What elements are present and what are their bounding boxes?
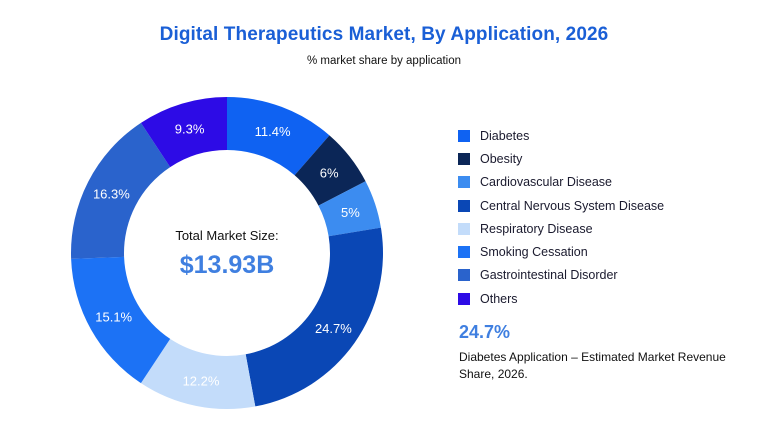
legend-swatch — [458, 199, 470, 212]
legend-item: Diabetes — [458, 124, 664, 147]
legend-item: Smoking Cessation — [458, 240, 664, 263]
legend-swatch — [458, 129, 470, 142]
slice-value-label: 5% — [341, 205, 360, 220]
donut-slice — [71, 256, 171, 384]
chart-title: Digital Therapeutics Market, By Applicat… — [159, 24, 609, 45]
legend-item: Cardiovascular Disease — [458, 171, 664, 194]
donut-slice — [140, 338, 256, 409]
donut-slice — [294, 135, 366, 206]
legend-item: Central Nervous System Disease — [458, 194, 664, 217]
donut-slice — [245, 227, 383, 407]
donut-slice — [227, 97, 330, 176]
legend-swatch — [458, 152, 470, 165]
legend-label: Central Nervous System Disease — [480, 198, 665, 213]
slice-value-label: 12.2% — [183, 373, 220, 388]
legend-swatch — [458, 222, 470, 235]
legend-item: Others — [458, 287, 664, 310]
legend-swatch — [458, 176, 470, 189]
legend-label: Obesity — [480, 151, 523, 166]
legend-label: Gastrointestinal Disorder — [480, 268, 618, 283]
donut-slices — [71, 97, 383, 409]
slice-value-label: 24.7% — [315, 321, 352, 336]
donut-slice — [318, 181, 381, 237]
chart-legend: Diabetes Obesity Cardiovascular Disease Cen… — [458, 124, 664, 310]
legend-swatch — [458, 269, 470, 282]
legend-label: Smoking Cessation — [480, 245, 588, 260]
slice-value-label: 16.3% — [93, 187, 130, 202]
legend-swatch — [458, 246, 470, 259]
slice-value-label: 15.1% — [95, 310, 132, 325]
legend-item: Gastrointestinal Disorder — [458, 264, 664, 287]
legend-label: Cardiovascular Disease — [480, 175, 613, 190]
legend-label: Diabetes — [480, 128, 530, 143]
legend-swatch — [458, 292, 470, 305]
donut-slice — [140, 97, 227, 168]
slice-value-label: 9.3% — [175, 122, 205, 137]
legend-label: Others — [480, 291, 518, 306]
legend-item: Obesity — [458, 147, 664, 170]
slice-value-label: 6% — [320, 166, 339, 181]
highlight-caption: Diabetes Application – Estimated Market … — [459, 350, 726, 381]
center-label: Total Market Size: — [175, 228, 278, 243]
center-value: $13.93B — [180, 251, 275, 279]
donut-slice-labels: 11.4% 6% 5% 24.7% 12.2% 15.1% 16.3% 9.3% — [93, 122, 360, 389]
legend-item: Respiratory Disease — [458, 217, 664, 240]
legend-label: Respiratory Disease — [480, 221, 593, 236]
chart-subtitle: % market share by application — [306, 55, 462, 67]
highlight-value: 24.7% — [459, 322, 511, 342]
donut-slice — [71, 122, 171, 259]
slice-value-label: 11.4% — [255, 124, 291, 139]
